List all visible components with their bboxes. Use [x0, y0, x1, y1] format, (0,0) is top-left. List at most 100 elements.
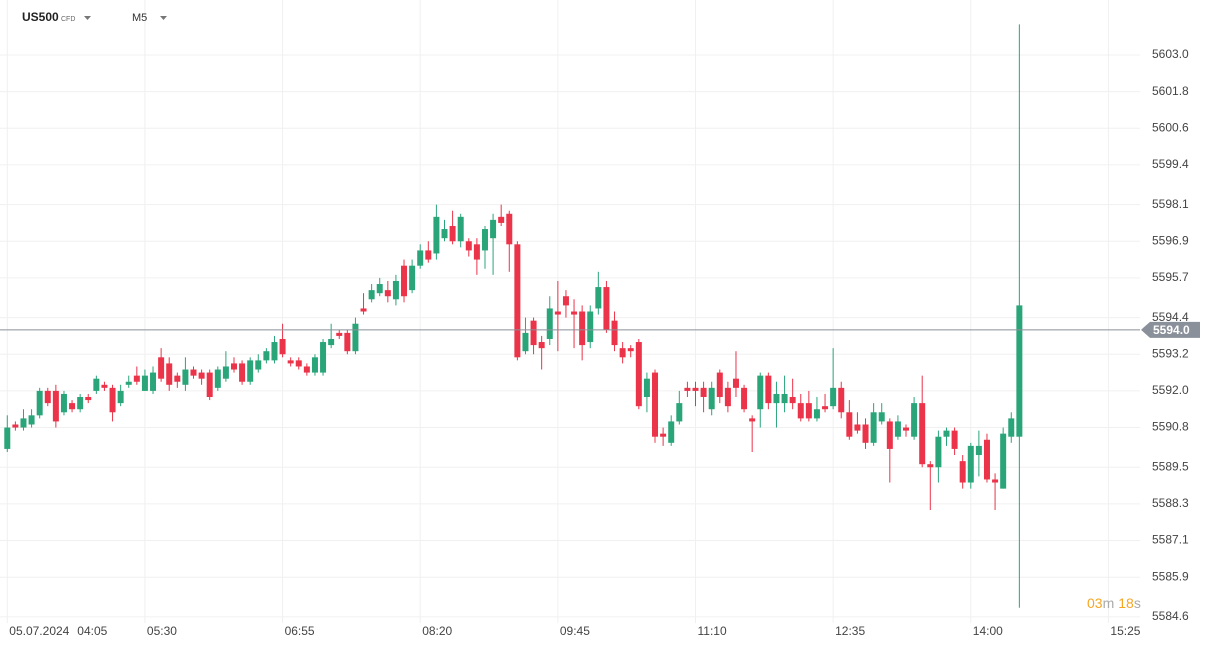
- candle-body: [514, 244, 521, 358]
- x-tick-label: 12:35: [835, 624, 865, 638]
- candle-body: [69, 403, 76, 410]
- instrument-type: CFD: [61, 16, 75, 23]
- candle-body: [1000, 433, 1007, 489]
- candle-body: [271, 342, 278, 361]
- candle-body: [287, 360, 294, 364]
- y-tick-label: 5603.0: [1152, 47, 1189, 61]
- candle-body: [336, 332, 343, 336]
- candle-body: [101, 384, 108, 388]
- candle-body: [473, 244, 480, 260]
- candle-body: [635, 342, 642, 407]
- candle-body: [328, 338, 335, 346]
- candle-body: [919, 403, 926, 465]
- candle-body: [546, 308, 553, 339]
- candle-body: [862, 424, 869, 443]
- candle-body: [449, 225, 456, 242]
- candle-body: [700, 387, 707, 398]
- candle-body: [441, 229, 448, 239]
- candle-body: [255, 360, 262, 370]
- candle-body: [44, 390, 51, 404]
- candle-body: [562, 296, 569, 306]
- candle-body: [85, 397, 92, 401]
- date-label: 05.07.2024: [9, 624, 69, 638]
- candle-body: [983, 439, 990, 480]
- candle-body: [425, 250, 432, 260]
- candle-body: [813, 409, 820, 419]
- candle-body: [28, 415, 35, 425]
- candle-body: [457, 216, 464, 242]
- candle-body: [295, 360, 302, 367]
- candle-body: [20, 418, 27, 428]
- x-tick-label: 08:20: [422, 624, 452, 638]
- x-tick-label: 15:25: [1110, 624, 1140, 638]
- candle-body: [60, 393, 67, 413]
- candle-body: [741, 387, 748, 410]
- y-tick-label: 5598.1: [1152, 197, 1189, 211]
- countdown-minutes: 03: [1087, 595, 1103, 611]
- candle-body: [174, 375, 181, 382]
- candle-body: [263, 351, 270, 361]
- candle-body: [376, 284, 383, 294]
- candle-body: [4, 427, 11, 449]
- candle-body: [303, 366, 310, 373]
- candle-body: [757, 375, 764, 410]
- timeframe-dropdown[interactable]: [160, 16, 167, 20]
- candle-body: [595, 287, 602, 309]
- candle-body: [52, 390, 59, 422]
- y-tick-label: 5587.1: [1152, 533, 1189, 547]
- y-tick-label: 5592.0: [1152, 383, 1189, 397]
- candle-body: [935, 436, 942, 468]
- candle-body: [158, 357, 165, 379]
- symbol-dropdown[interactable]: [84, 16, 91, 20]
- candle-body: [870, 412, 877, 443]
- y-tick-label: 5600.6: [1152, 120, 1189, 134]
- candle-body: [206, 372, 213, 398]
- candle-body: [789, 397, 796, 404]
- candle-body: [125, 381, 132, 385]
- candle-body: [732, 378, 739, 388]
- candle-body: [417, 250, 424, 266]
- candle-body: [967, 445, 974, 483]
- candle-body: [587, 311, 594, 343]
- candle-body: [530, 320, 537, 346]
- candle-body: [109, 387, 116, 413]
- candle-body: [352, 323, 359, 352]
- y-tick-label: 5593.2: [1152, 346, 1189, 360]
- y-tick-label: 5599.4: [1152, 157, 1189, 171]
- candle-body: [668, 421, 675, 443]
- candle-body: [490, 219, 497, 239]
- candle-body: [603, 287, 610, 330]
- countdown-unit: s: [1134, 595, 1141, 611]
- candle-body: [611, 320, 618, 346]
- candle-body: [846, 412, 853, 437]
- candle-body: [927, 464, 934, 468]
- candle-body: [643, 378, 650, 398]
- current-price-tag: [1141, 321, 1200, 338]
- candle-body: [886, 421, 893, 449]
- candle-body: [838, 387, 845, 413]
- y-tick-label: 5594.4: [1152, 310, 1189, 324]
- candle-body: [854, 424, 861, 431]
- x-tick-label: 14:00: [973, 624, 1003, 638]
- candle-body: [716, 372, 723, 398]
- candle-body: [12, 424, 19, 428]
- candle-body: [943, 430, 950, 437]
- candle-body: [522, 332, 529, 352]
- candle-body: [222, 366, 229, 379]
- candle-body: [498, 216, 505, 223]
- candle-body: [951, 430, 958, 449]
- symbol[interactable]: US500: [22, 10, 59, 24]
- candle-body: [360, 308, 367, 312]
- candle-body: [190, 369, 197, 376]
- candle-body: [579, 311, 586, 346]
- candle-body: [684, 387, 691, 391]
- timeframe[interactable]: M5: [132, 12, 147, 24]
- plot: 5603.0 5601.8 5600.6 5599.4 5598.1 5596.9 5595…: [0, 0, 1200, 638]
- candle-body: [959, 461, 966, 483]
- candle-body: [652, 372, 659, 437]
- candle-body: [1016, 305, 1023, 437]
- candle-body: [279, 338, 286, 355]
- candle-body: [894, 421, 901, 437]
